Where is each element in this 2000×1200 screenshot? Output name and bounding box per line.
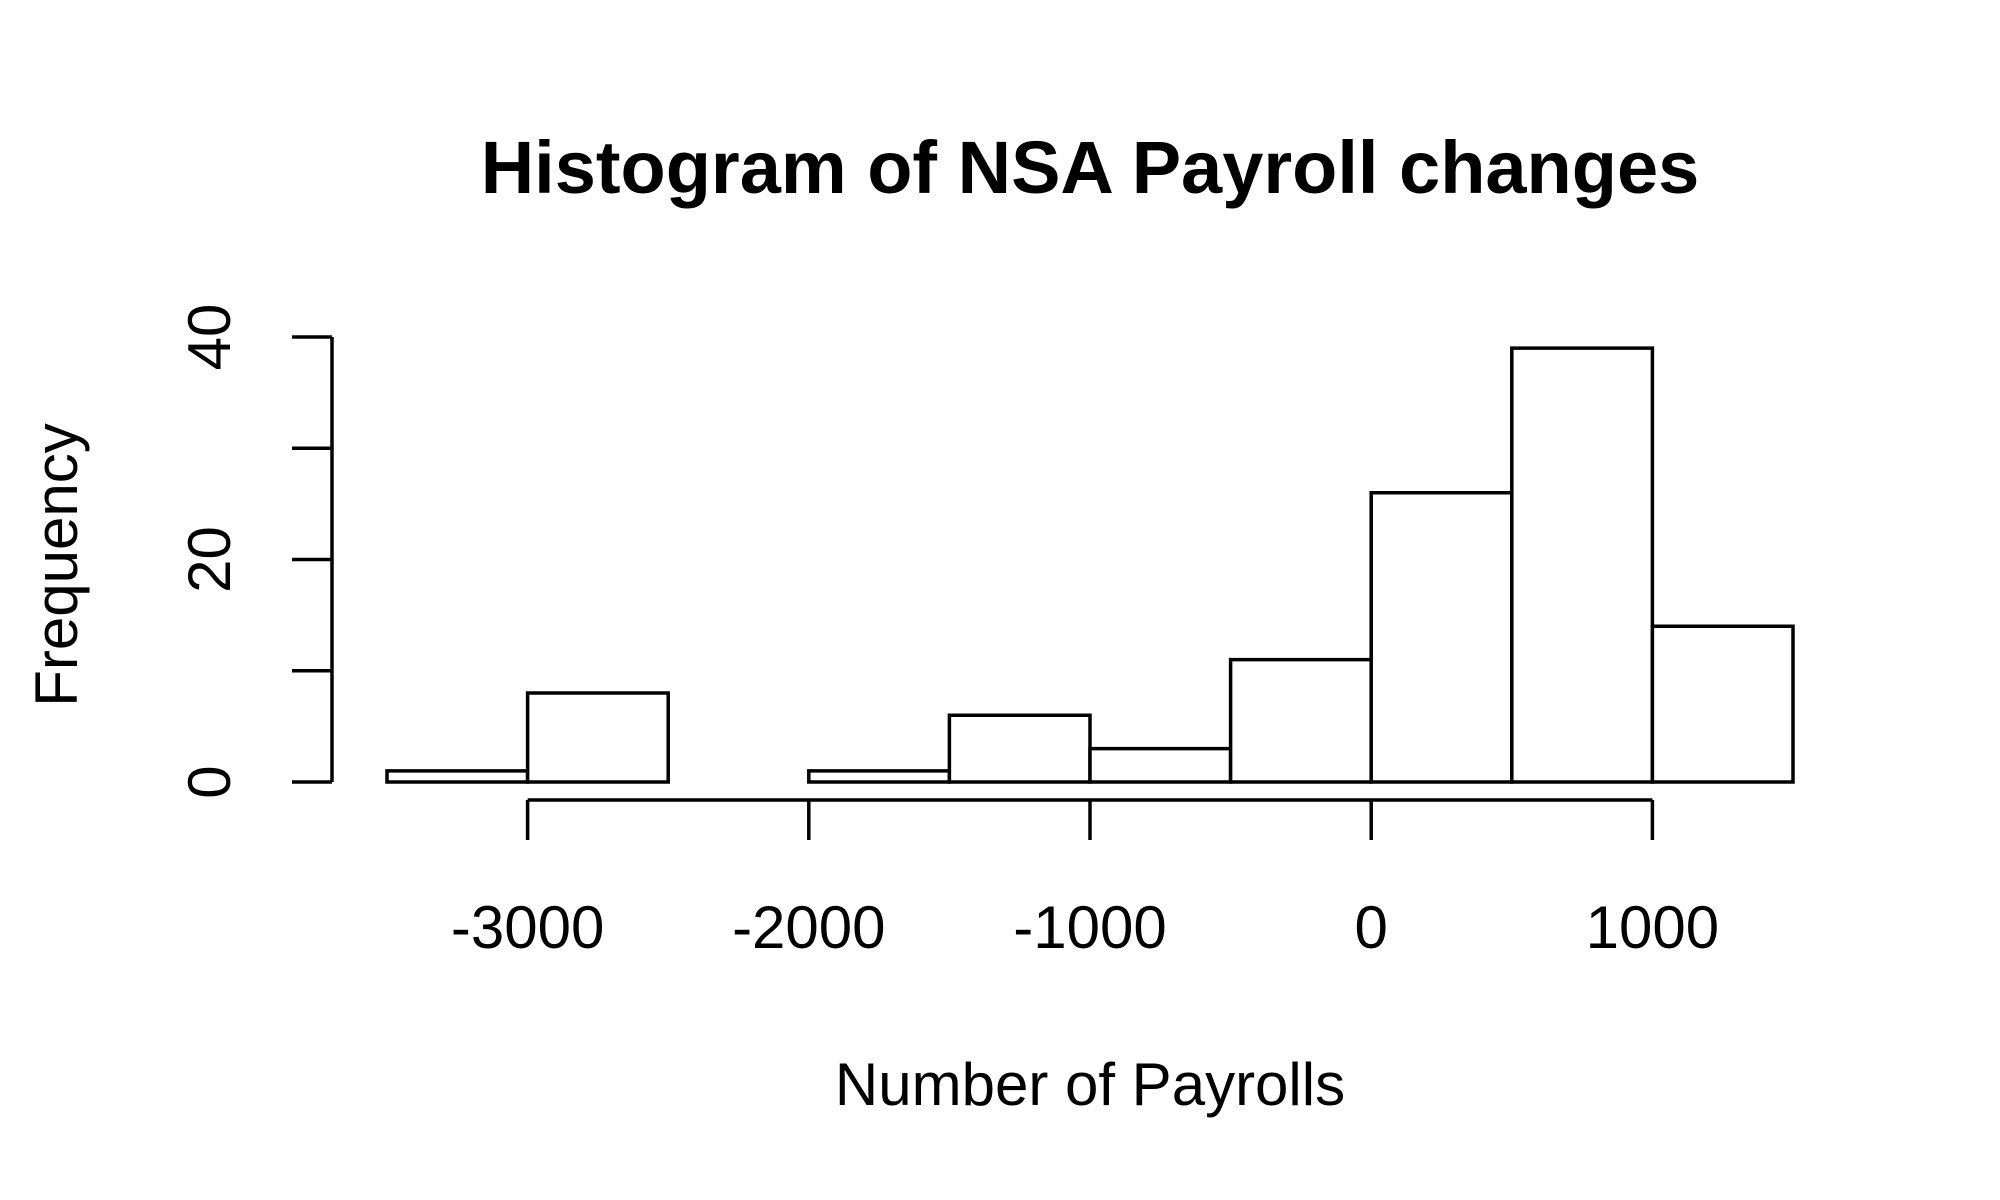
bars-group bbox=[385, 346, 1795, 784]
histogram-bar-1 bbox=[525, 691, 670, 784]
histogram-bar-0 bbox=[385, 769, 530, 784]
y-tick-label-0: 0 bbox=[176, 765, 243, 798]
x-axis-label: Number of Payrolls bbox=[835, 1051, 1345, 1118]
x-tick-label-3: 0 bbox=[1355, 894, 1388, 961]
chart-title: Histogram of NSA Payroll changes bbox=[481, 126, 1700, 209]
histogram-bar-5 bbox=[1088, 746, 1233, 784]
histogram-bar-3 bbox=[807, 769, 952, 784]
x-axis: -3000 -2000 -1000 0 1000 bbox=[451, 798, 1719, 961]
histogram-bar-8 bbox=[1510, 346, 1655, 784]
x-tick-label-4: 1000 bbox=[1586, 894, 1719, 961]
y-axis-label: Frequency bbox=[23, 423, 90, 706]
y-tick-label-4: 40 bbox=[176, 304, 243, 371]
x-tick-label-1: -2000 bbox=[732, 894, 885, 961]
histogram-bar-4 bbox=[947, 713, 1092, 784]
histogram-bar-6 bbox=[1228, 657, 1373, 784]
y-tick-label-2: 20 bbox=[176, 526, 243, 593]
histogram-bar-7 bbox=[1369, 491, 1514, 784]
x-tick-label-2: -1000 bbox=[1013, 894, 1166, 961]
y-axis: 0 20 40 bbox=[176, 304, 334, 799]
histogram-bar-9 bbox=[1650, 624, 1795, 784]
x-tick-label-0: -3000 bbox=[451, 894, 604, 961]
